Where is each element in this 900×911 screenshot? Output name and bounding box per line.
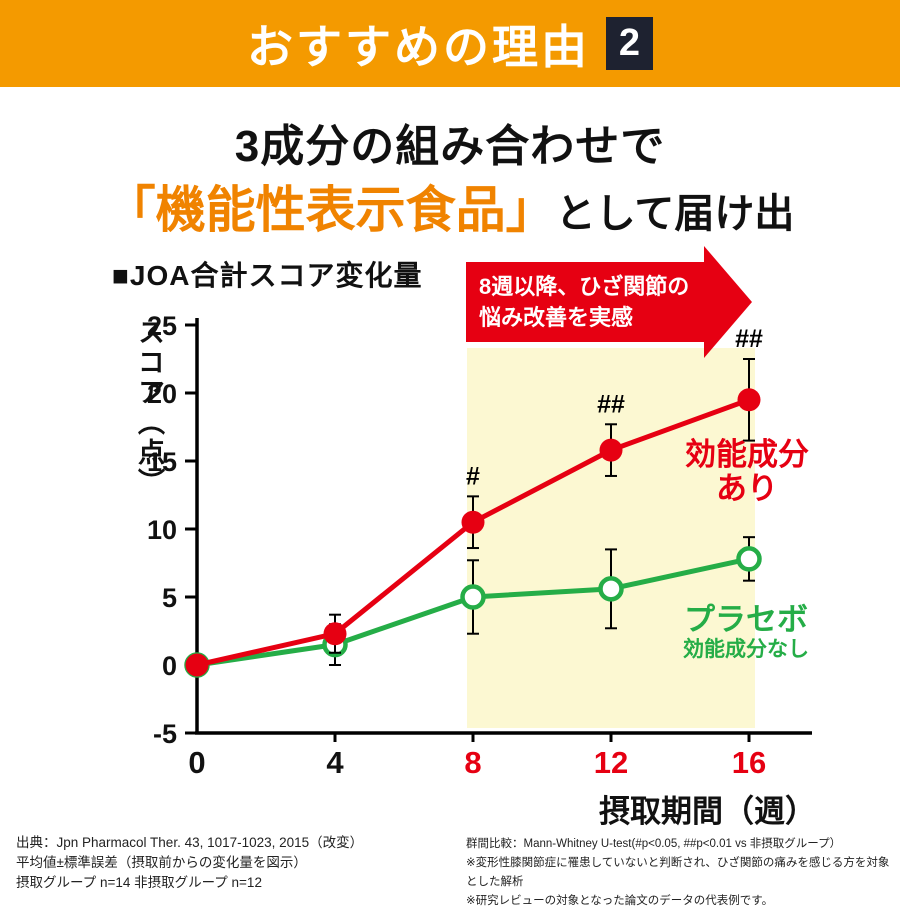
footnote-groups: 摂取グループ n=14 非摂取グループ n=12	[16, 875, 262, 890]
series-label-active: 効能成分 あり	[684, 438, 810, 506]
series-label-placebo-line1: プラセボ	[684, 602, 808, 637]
footnote-note1: ※変形性膝関節症に罹患していないと判断され、ひざ関節の痛みを感じる方を対象とした…	[466, 857, 890, 888]
svg-text:4: 4	[326, 745, 344, 780]
annotation-line2: 悩み改善を実感	[479, 305, 634, 330]
svg-text:#: #	[466, 462, 480, 490]
headline-highlight: 「機能性表示食品」	[105, 182, 556, 238]
headline-line2: 「機能性表示食品」 として届け出	[0, 170, 900, 242]
series-label-active-line1: 効能成分	[685, 437, 809, 472]
annotation-line1: 8週以降、ひざ関節の	[479, 274, 690, 299]
arrow-right-icon	[704, 246, 752, 358]
svg-text:25: 25	[147, 311, 177, 341]
svg-text:8: 8	[464, 745, 481, 780]
footnote-note2: ※研究レビューの対象となった論文のデータの代表例です。	[466, 895, 774, 907]
svg-text:0: 0	[162, 651, 177, 681]
series-label-placebo: プラセボ 効能成分なし	[676, 602, 816, 662]
x-axis-label: 摂取期間（週）	[599, 794, 816, 829]
series-label-placebo-line2: 効能成分なし	[683, 638, 809, 661]
svg-text:10: 10	[147, 515, 177, 545]
reason-number-badge: 2	[606, 17, 653, 70]
svg-text:5: 5	[162, 583, 177, 613]
y-axis-label: スコア（点）	[134, 318, 164, 498]
reason-banner: おすすめの理由 2	[0, 0, 900, 87]
series-label-active-line2: あり	[716, 471, 778, 506]
footnotes-left: 出典：Jpn Pharmacol Ther. 43, 1017-1023, 20…	[16, 833, 456, 893]
svg-text:0: 0	[188, 745, 205, 780]
annotation-arrow-banner: 8週以降、ひざ関節の 悩み改善を実感	[466, 262, 704, 342]
svg-text:16: 16	[732, 745, 766, 780]
footnote-stats: 群間比較：Mann-Whitney U-test(#p<0.05, ##p<0.…	[466, 838, 842, 850]
banner-title: おすすめの理由	[247, 20, 590, 73]
svg-text:-5: -5	[153, 719, 177, 749]
svg-text:12: 12	[594, 745, 628, 780]
svg-text:15: 15	[147, 447, 177, 477]
headline-line1: 3成分の組み合わせで	[234, 122, 666, 171]
footnote-source: 出典：Jpn Pharmacol Ther. 43, 1017-1023, 20…	[16, 835, 364, 850]
chart-title: ■JOA合計スコア変化量	[112, 260, 423, 291]
footnote-method: 平均値±標準誤差（摂取前からの変化量を図示）	[16, 855, 307, 870]
svg-text:##: ##	[597, 390, 625, 418]
svg-text:20: 20	[147, 379, 177, 409]
headline-rest: として届け出	[555, 192, 795, 236]
